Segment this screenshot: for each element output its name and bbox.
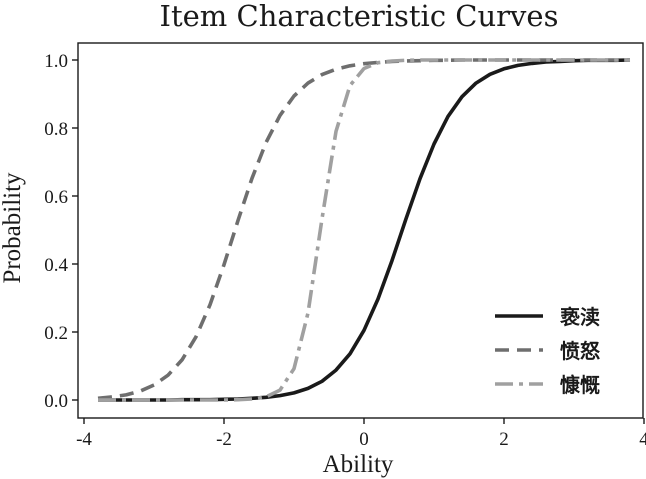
y-tick-label: 0.2	[44, 323, 68, 344]
x-tick-label: -4	[76, 429, 92, 450]
x-tick-label: 2	[499, 429, 509, 450]
series-line-2	[97, 58, 630, 401]
series-line-1	[98, 58, 631, 402]
chart-title: Item Characteristic Curves	[160, 0, 559, 33]
y-tick-label: 0.4	[44, 255, 68, 276]
y-axis-title: Probability	[0, 172, 26, 284]
x-axis-title: Ability	[323, 451, 394, 478]
x-tick-label: 0	[359, 429, 369, 450]
x-tick-label: -2	[216, 429, 232, 450]
y-tick-label: 0.6	[44, 187, 68, 208]
x-tick-label: 4	[639, 429, 646, 450]
y-tick-label: 0.8	[44, 119, 68, 140]
plot-frame	[77, 42, 644, 419]
legend-label-1: 亵渎	[559, 305, 600, 329]
series-line-3	[98, 58, 630, 402]
legend-label-2: 愤怒	[560, 339, 600, 363]
legend-label-3: 慷慨	[560, 373, 600, 397]
y-tick-label: 0.0	[44, 391, 68, 412]
y-tick-label: 1.0	[44, 51, 68, 72]
